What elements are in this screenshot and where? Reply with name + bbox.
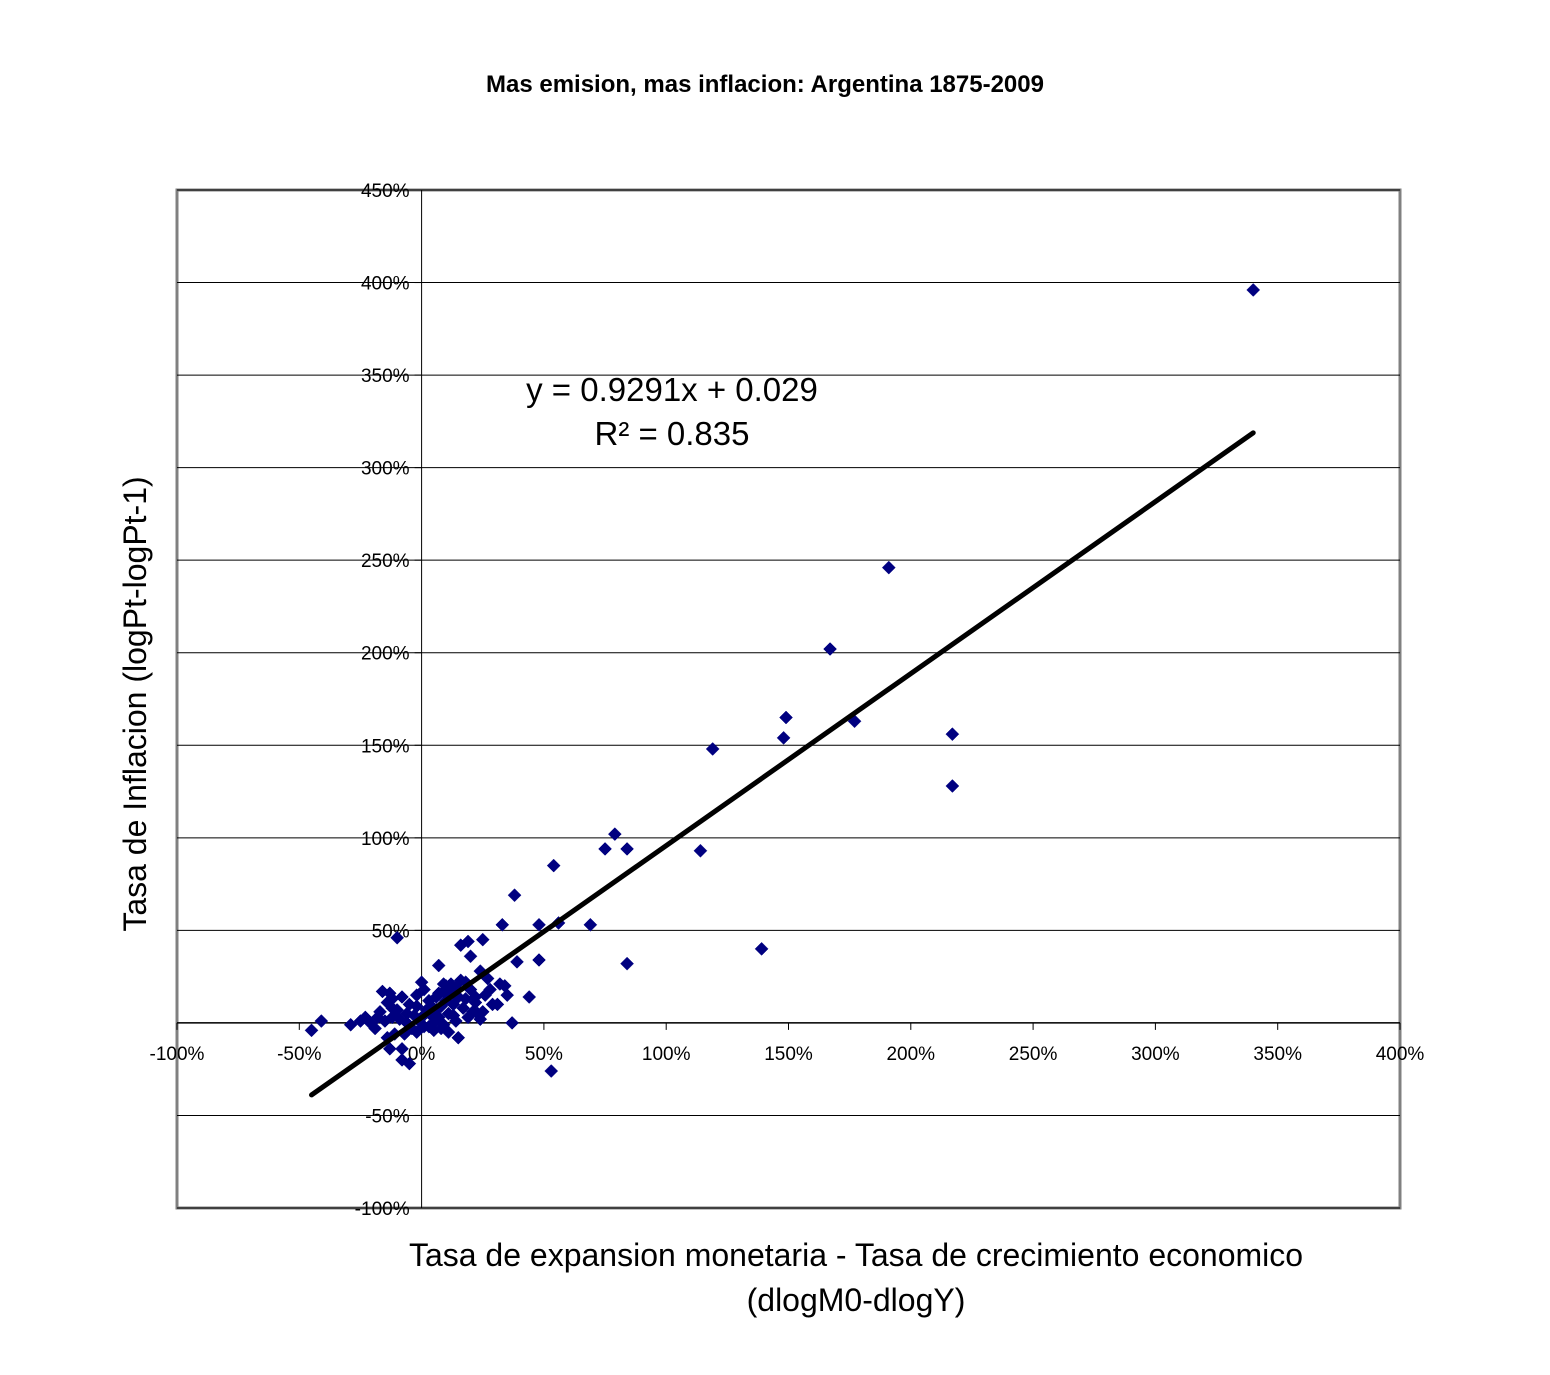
data-point-84 [304,1023,319,1038]
data-point-4 [776,731,791,745]
data-point-12 [598,842,612,856]
data-point-115 [439,979,453,993]
data-point-95 [483,982,497,997]
y-tick-label-0: -100% [355,1199,410,1220]
data-point-22 [495,917,510,932]
data-point-83 [314,1014,329,1028]
data-point-104 [392,1012,407,1027]
trendline-r-squared: R² = 0.835 [594,415,749,452]
data-point-108 [448,1014,463,1028]
x-tick-label-1: -50% [277,1044,321,1065]
x-tick-label-3: 50% [525,1044,563,1065]
trendline [309,430,1256,1098]
x-tick-label-0: -100% [150,1044,205,1065]
data-point-14 [546,858,561,873]
data-point-41 [431,958,446,973]
chart-title: Mas emision, mas inflacion: Argentina 18… [486,71,1044,98]
data-point-19 [532,953,546,967]
y-tick-label-1: -50% [365,1106,409,1127]
data-point-82 [390,930,404,945]
data-point-97 [453,973,468,988]
data-point-0 [1246,283,1261,297]
y-tick-label-4: 100% [361,829,410,850]
y-tick-label-5: 150% [361,736,410,757]
data-point-9 [693,843,708,858]
data-point-15 [583,917,598,932]
data-point-107 [441,1025,456,1040]
data-point-8 [705,742,720,756]
data-point-45 [414,975,429,990]
data-point-116 [431,986,446,1001]
data-point-28 [453,938,468,953]
grid-lines [177,189,1400,1209]
data-point-7 [945,779,960,793]
data-point-1 [881,560,896,575]
data-point-78 [343,1017,358,1032]
data-point-39 [451,1030,466,1045]
data-point-11 [607,827,622,841]
data-point-60 [395,1053,409,1067]
y-tick-label-8: 300% [361,459,410,480]
data-point-26 [475,932,490,947]
x-axis-title-line2: (dlogM0-dlogY) [747,1282,966,1318]
data-point-17 [532,917,546,932]
plot-area-border [175,188,1402,1210]
data-point-57 [382,1041,397,1056]
x-tick-label-7: 250% [1009,1044,1058,1065]
y-axis-title: Tasa de Inflacion (logPt-logPt-1) [117,476,153,931]
data-point-29 [463,949,478,964]
data-point-100 [422,993,436,1008]
data-point-111 [473,1012,488,1027]
data-point-2 [823,642,837,656]
x-tick-labels: -100% -50% 0% 50% 100% 150% 200% 250% 300% 350% 40… [150,1044,1425,1065]
x-tick-label-8: 300% [1131,1044,1180,1065]
y-tick-label-6: 200% [361,644,410,665]
x-axis-title: Tasa de expansion monetaria - Tasa de cr… [409,1237,1303,1273]
data-point-24 [522,990,537,1004]
data-point-18 [620,956,634,971]
y-tick-label-7: 250% [361,551,410,572]
x-tick-label-9: 350% [1253,1044,1302,1065]
x-tick-label-5: 150% [764,1044,813,1065]
x-tick-label-2: 0% [408,1044,436,1065]
data-point-112 [485,997,500,1012]
data-point-21 [507,888,522,903]
data-point-10 [754,942,769,956]
data-points [304,283,1261,1078]
y-tick-label-3: 50% [372,921,410,942]
data-point-25 [505,1016,519,1030]
data-point-80 [385,1001,400,1015]
y-tick-labels: -100% -50% 50% 100% 150% 200% 250% 300% 350% 400%… [355,181,410,1220]
data-point-81 [375,984,390,999]
data-point-77 [353,1014,368,1028]
data-point-23 [510,954,524,969]
data-point-6 [945,727,960,742]
x-tick-label-6: 200% [886,1044,935,1065]
data-point-117 [417,1019,431,1034]
y-tick-label-11: 450% [361,181,410,202]
x-tick-label-4: 100% [642,1044,691,1065]
y-tick-label-10: 400% [361,274,410,295]
data-point-20 [544,1064,559,1078]
data-point-113 [497,979,512,993]
data-point-3 [779,710,793,725]
y-tick-label-9: 350% [361,366,410,387]
x-tick-label-10: 400% [1376,1044,1425,1065]
data-point-118 [409,999,424,1014]
trendline-equation: y = 0.9291x + 0.029 [526,371,818,408]
data-point-13 [620,842,634,856]
data-point-92 [468,995,483,1010]
data-point-50 [395,990,409,1004]
